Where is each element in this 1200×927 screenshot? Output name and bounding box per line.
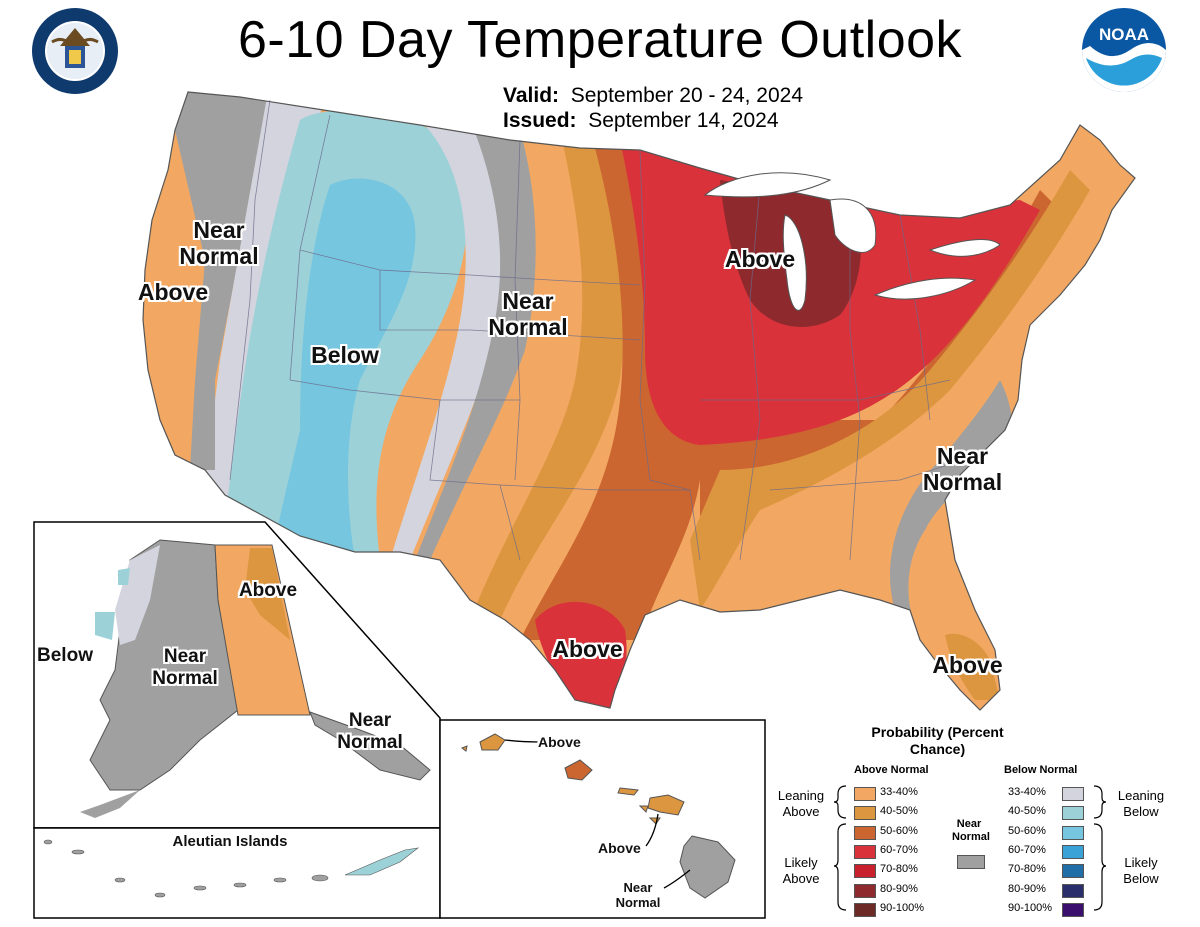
label-alaska-above: Above: [238, 580, 298, 601]
legend-below-swatch: [1062, 864, 1084, 879]
label-west-above: Above: [137, 279, 209, 305]
legend-above-swatch: [854, 825, 876, 840]
legend-above-header: Above Normal: [854, 764, 929, 776]
legend-above-range-label: 40-50%: [880, 805, 918, 818]
legend-below-swatch: [1062, 902, 1084, 917]
alaska-fill: [80, 539, 431, 818]
conus-outline: [142, 91, 1136, 711]
valid-value: September 20 - 24, 2024: [570, 84, 804, 107]
legend-below-range-label: 90-100%: [1008, 901, 1053, 914]
legend-above-range-label: 33-40%: [880, 786, 918, 798]
label-florida-above: Above: [932, 652, 1003, 678]
legend-below-swatch: [1062, 883, 1084, 898]
legend-below-range-label: 80-90%: [1008, 882, 1046, 895]
legend-below-swatch: [1062, 787, 1084, 801]
label-hawaii-big-island-near-normal: Near Normal: [615, 880, 661, 910]
legend-near-swatch: [957, 855, 985, 869]
issued-date: Issued: September 14, 2024: [503, 109, 779, 133]
legend-below-header: Below Normal: [1004, 764, 1078, 776]
noaa-logo: NOAA: [1082, 8, 1166, 92]
label-aleutian-islands: Aleutian Islands: [172, 833, 288, 850]
issued-label: Issued:: [503, 109, 577, 132]
label-texas-above: Above: [552, 636, 623, 662]
legend-below-swatch: [1062, 844, 1084, 859]
legend-leaning-below: Leaning Below: [1117, 788, 1165, 819]
page-title: 6-10 Day Temperature Outlook: [237, 11, 963, 69]
legend-leaning-above: Leaning Above: [777, 788, 825, 819]
legend-near-header: Near Normal: [952, 818, 990, 843]
legend-below-range-label: 40-50%: [1008, 805, 1046, 818]
label-hawaii-kauai-above: Above: [538, 734, 581, 750]
legend-above-swatch: [854, 844, 876, 859]
label-alaska-below: Below: [37, 645, 93, 666]
legend-below-range-label: 60-70%: [1008, 843, 1046, 856]
great-lakes: [703, 172, 1001, 311]
legend-below-range-label: 50-60%: [1008, 824, 1046, 837]
legend-likely-below: Likely Below: [1123, 855, 1159, 886]
legend-above-swatch: [854, 787, 876, 801]
legend-above-range-label: 50-60%: [880, 824, 918, 837]
aleutian-islands-shapes: [43, 839, 420, 898]
legend-above-range-label: 60-70%: [880, 843, 918, 856]
label-west-near-normal: Near Normal: [179, 217, 259, 269]
legend-above-range-label: 90-100%: [880, 901, 925, 914]
valid-label: Valid:: [503, 84, 560, 107]
label-midwest-above: Above: [724, 246, 796, 272]
issued-value: September 14, 2024: [588, 109, 779, 132]
valid-dates: Valid: September 20 - 24, 2024: [503, 84, 803, 108]
label-southeast-near-normal: Near Normal: [922, 443, 1003, 495]
legend-above-range-label: 80-90%: [880, 882, 918, 895]
legend-braces: [833, 785, 1107, 911]
legend-above-range-label: 70-80%: [880, 863, 918, 876]
commerce-seal-logo: [32, 8, 118, 94]
legend-above-swatch: [854, 902, 876, 917]
label-hawaii-maui-above: Above: [598, 840, 641, 856]
legend-likely-above: Likely Above: [782, 855, 820, 886]
legend-below-swatch: [1062, 825, 1084, 840]
legend-above-swatch: [854, 864, 876, 879]
noaa-logo-text: NOAA: [1099, 25, 1149, 44]
legend-below-range-label: 33-40%: [1008, 786, 1046, 798]
legend-above-swatch: [854, 806, 876, 821]
state-boundaries: [229, 99, 981, 561]
label-west-below: Below: [311, 342, 379, 368]
legend-below-swatch: [1062, 806, 1084, 821]
legend-title: Probability (Percent Chance): [871, 724, 1004, 757]
legend-below-range-label: 70-80%: [1008, 863, 1046, 876]
legend-above-swatch: [854, 883, 876, 898]
label-alaska-panhandle-near-normal: Near Normal: [337, 710, 403, 753]
label-plains-near-normal: Near Normal: [488, 288, 568, 340]
label-alaska-near-normal: Near Normal: [152, 646, 218, 689]
